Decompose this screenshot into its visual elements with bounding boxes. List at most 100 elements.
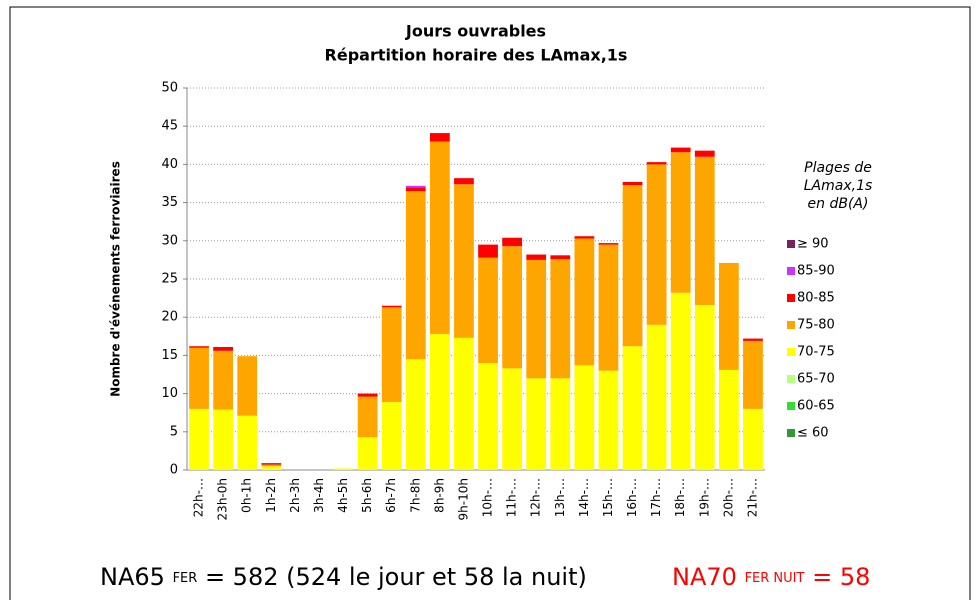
y-tick-label: 5 bbox=[170, 424, 178, 439]
bar-segment bbox=[357, 437, 378, 470]
bar-segment bbox=[502, 237, 522, 247]
frame bbox=[9, 6, 971, 600]
x-tick-label: 11h-… bbox=[505, 478, 519, 517]
footer-main: NA70 bbox=[672, 563, 737, 591]
x-tick-label: 18h-… bbox=[673, 478, 687, 517]
bar-segment bbox=[743, 408, 763, 470]
footer-rest: = 582 (524 le jour et 58 la nuit) bbox=[205, 563, 587, 591]
bar-segment bbox=[719, 369, 739, 470]
legend-title: LAmax,1s bbox=[804, 178, 873, 194]
bar-segment bbox=[670, 292, 691, 470]
bar-segment bbox=[381, 307, 402, 403]
y-tick-label: 50 bbox=[161, 81, 178, 96]
bar-segment bbox=[381, 402, 402, 470]
bar-segment bbox=[550, 259, 571, 379]
bar-segment bbox=[743, 340, 763, 409]
bar-segment bbox=[261, 464, 282, 467]
bar-segment bbox=[622, 181, 643, 186]
bar-segment bbox=[261, 466, 282, 470]
bar-segment bbox=[646, 162, 667, 165]
y-tick-label: 35 bbox=[161, 195, 178, 210]
bar-segment bbox=[430, 334, 450, 470]
bar-segment bbox=[189, 346, 209, 348]
bar-segment bbox=[694, 150, 715, 157]
bar-segment bbox=[550, 378, 571, 470]
x-tick-label: 15h-… bbox=[601, 478, 615, 517]
legend-title: en dB(A) bbox=[808, 196, 869, 212]
x-tick-label: 17h-… bbox=[649, 478, 663, 517]
x-tick-label: 2h-3h bbox=[288, 478, 302, 513]
bar-segment bbox=[405, 185, 426, 188]
bar-segment bbox=[213, 346, 233, 351]
bar-segment bbox=[622, 346, 643, 470]
bar-segment bbox=[694, 156, 715, 305]
bar-segment bbox=[478, 244, 498, 258]
x-tick-label: 7h-8h bbox=[408, 478, 422, 513]
bar-segment bbox=[213, 409, 233, 470]
footer-main: NA65 bbox=[100, 563, 165, 591]
legend-swatch bbox=[787, 348, 795, 356]
bar-segment bbox=[622, 185, 643, 347]
x-tick-label: 16h-… bbox=[625, 478, 639, 517]
bar-segment bbox=[646, 164, 667, 325]
chart-title: Jours ouvrables bbox=[405, 22, 546, 41]
bar-segment bbox=[670, 147, 691, 153]
legend-label: 60-65 bbox=[797, 399, 835, 414]
footer-text: NA70 FER NUIT = 58 bbox=[672, 563, 870, 591]
legend-label: 70-75 bbox=[797, 345, 835, 360]
bar-segment bbox=[333, 468, 354, 470]
bar-segment bbox=[598, 370, 619, 470]
x-tick-label: 5h-6h bbox=[360, 478, 374, 513]
x-tick-label: 3h-4h bbox=[312, 478, 326, 513]
x-tick-label: 19h-… bbox=[697, 478, 711, 517]
footer-sub: FER bbox=[173, 571, 198, 586]
y-tick-label: 20 bbox=[161, 310, 178, 325]
legend-label: 85-90 bbox=[797, 264, 835, 279]
x-tick-label: 13h-… bbox=[553, 478, 567, 517]
legend-title: Plages de bbox=[804, 160, 872, 176]
bar-segment bbox=[430, 141, 450, 335]
bar-segment bbox=[574, 236, 595, 239]
bar-segment bbox=[526, 378, 547, 470]
bar-segment bbox=[454, 184, 474, 338]
bar-segment bbox=[405, 191, 426, 360]
x-tick-label: 12h-… bbox=[529, 478, 543, 517]
y-tick-label: 10 bbox=[161, 386, 178, 401]
x-tick-label: 10h-… bbox=[481, 478, 495, 517]
legend-swatch bbox=[787, 240, 795, 248]
footer-text: NA65 FER = 582 (524 le jour et 58 la nui… bbox=[100, 563, 587, 591]
legend-swatch bbox=[787, 402, 795, 410]
bar-segment bbox=[502, 368, 522, 470]
bar-segment bbox=[189, 408, 209, 470]
x-tick-label: 20h-… bbox=[721, 478, 735, 517]
bar-segment bbox=[213, 350, 233, 410]
bar-segment bbox=[430, 133, 450, 142]
x-tick-label: 1h-2h bbox=[264, 478, 278, 513]
bar-segment bbox=[237, 415, 258, 470]
bar-segment bbox=[550, 255, 571, 260]
bar-segment bbox=[670, 152, 691, 293]
bar-segment bbox=[598, 243, 619, 245]
legend-swatch bbox=[787, 267, 795, 275]
x-tick-label: 4h-5h bbox=[336, 478, 350, 513]
legend-label: ≥ 90 bbox=[797, 237, 829, 252]
bar-segment bbox=[526, 259, 547, 379]
y-tick-label: 15 bbox=[161, 348, 178, 363]
bar-segment bbox=[478, 363, 498, 470]
y-tick-label: 0 bbox=[170, 463, 178, 478]
bar-segment bbox=[694, 304, 715, 470]
bar-segment bbox=[189, 347, 209, 409]
y-tick-label: 30 bbox=[161, 233, 178, 248]
bar-segment bbox=[405, 359, 426, 470]
legend-label: 65-70 bbox=[797, 372, 835, 387]
bar-segment bbox=[574, 365, 595, 470]
x-tick-label: 14h-… bbox=[577, 478, 591, 517]
bar-segment bbox=[405, 187, 426, 192]
legend-label: 80-85 bbox=[797, 291, 835, 306]
y-tick-label: 45 bbox=[161, 119, 178, 134]
bar-segment bbox=[743, 338, 763, 341]
x-tick-label: 0h-1h bbox=[240, 478, 254, 513]
x-tick-label: 23h-0h bbox=[216, 478, 230, 520]
bar-segment bbox=[454, 337, 474, 470]
x-tick-label: 22h-… bbox=[192, 478, 206, 517]
